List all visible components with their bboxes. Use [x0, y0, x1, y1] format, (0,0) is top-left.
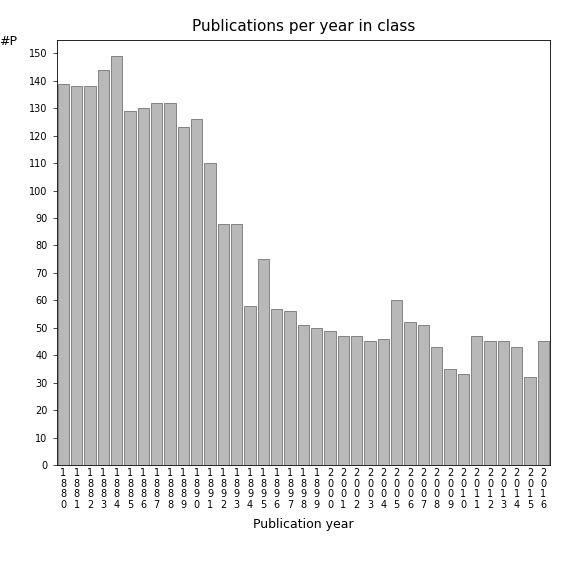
- Title: Publications per year in class: Publications per year in class: [192, 19, 415, 35]
- Bar: [124, 111, 136, 465]
- Bar: [365, 341, 376, 465]
- Bar: [418, 325, 429, 465]
- Bar: [271, 308, 282, 465]
- Bar: [84, 86, 96, 465]
- Bar: [431, 347, 442, 465]
- Bar: [324, 331, 336, 465]
- Bar: [98, 70, 109, 465]
- Bar: [284, 311, 295, 465]
- Bar: [71, 86, 82, 465]
- Bar: [298, 325, 309, 465]
- Bar: [311, 328, 323, 465]
- Bar: [391, 301, 403, 465]
- Bar: [218, 223, 229, 465]
- X-axis label: Publication year: Publication year: [253, 518, 354, 531]
- Bar: [58, 83, 69, 465]
- Bar: [511, 347, 522, 465]
- Bar: [177, 128, 189, 465]
- Bar: [151, 103, 162, 465]
- Bar: [204, 163, 215, 465]
- Bar: [244, 306, 256, 465]
- Bar: [257, 259, 269, 465]
- Bar: [458, 374, 469, 465]
- Bar: [471, 336, 483, 465]
- Bar: [404, 322, 416, 465]
- Bar: [351, 336, 362, 465]
- Bar: [338, 336, 349, 465]
- Bar: [498, 341, 509, 465]
- Y-axis label: #P: #P: [0, 35, 17, 48]
- Bar: [484, 341, 496, 465]
- Bar: [445, 369, 456, 465]
- Bar: [191, 119, 202, 465]
- Bar: [378, 338, 389, 465]
- Bar: [138, 108, 149, 465]
- Bar: [524, 377, 536, 465]
- Bar: [111, 56, 122, 465]
- Bar: [164, 103, 176, 465]
- Bar: [538, 341, 549, 465]
- Bar: [231, 223, 242, 465]
